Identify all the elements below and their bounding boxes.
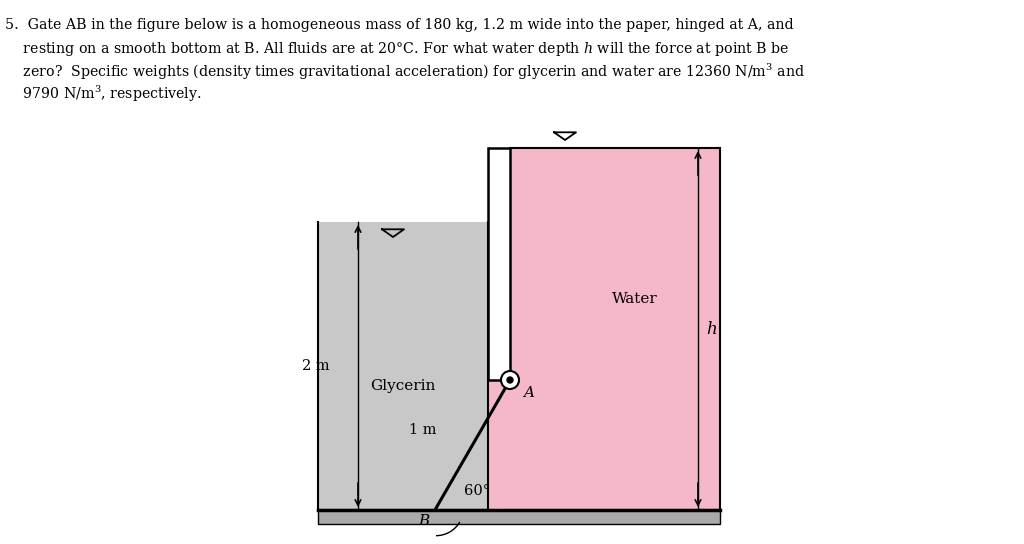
Text: 9790 N/m$^3$, respectively.: 9790 N/m$^3$, respectively. <box>5 84 202 104</box>
Text: 5.  Gate AB in the figure below is a homogeneous mass of 180 kg, 1.2 m wide into: 5. Gate AB in the figure below is a homo… <box>5 18 794 32</box>
Text: $B$: $B$ <box>418 513 431 528</box>
Text: 1 m: 1 m <box>410 423 437 437</box>
Text: Water: Water <box>612 292 657 306</box>
Text: 2 m: 2 m <box>302 359 330 373</box>
Text: zero?  Specific weights (density times gravitational acceleration) for glycerin : zero? Specific weights (density times gr… <box>5 62 805 82</box>
Bar <box>488 148 510 380</box>
Circle shape <box>501 371 519 389</box>
Bar <box>318 222 488 510</box>
Text: Glycerin: Glycerin <box>371 379 435 393</box>
Bar <box>318 510 720 524</box>
Circle shape <box>507 377 513 383</box>
Bar <box>488 148 510 510</box>
Text: resting on a smooth bottom at B. All fluids are at 20°C. For what water depth $h: resting on a smooth bottom at B. All flu… <box>5 40 790 58</box>
Text: $A$: $A$ <box>522 385 536 400</box>
Text: 60°: 60° <box>464 484 490 498</box>
Text: $h$: $h$ <box>706 320 717 337</box>
Bar <box>510 148 720 510</box>
